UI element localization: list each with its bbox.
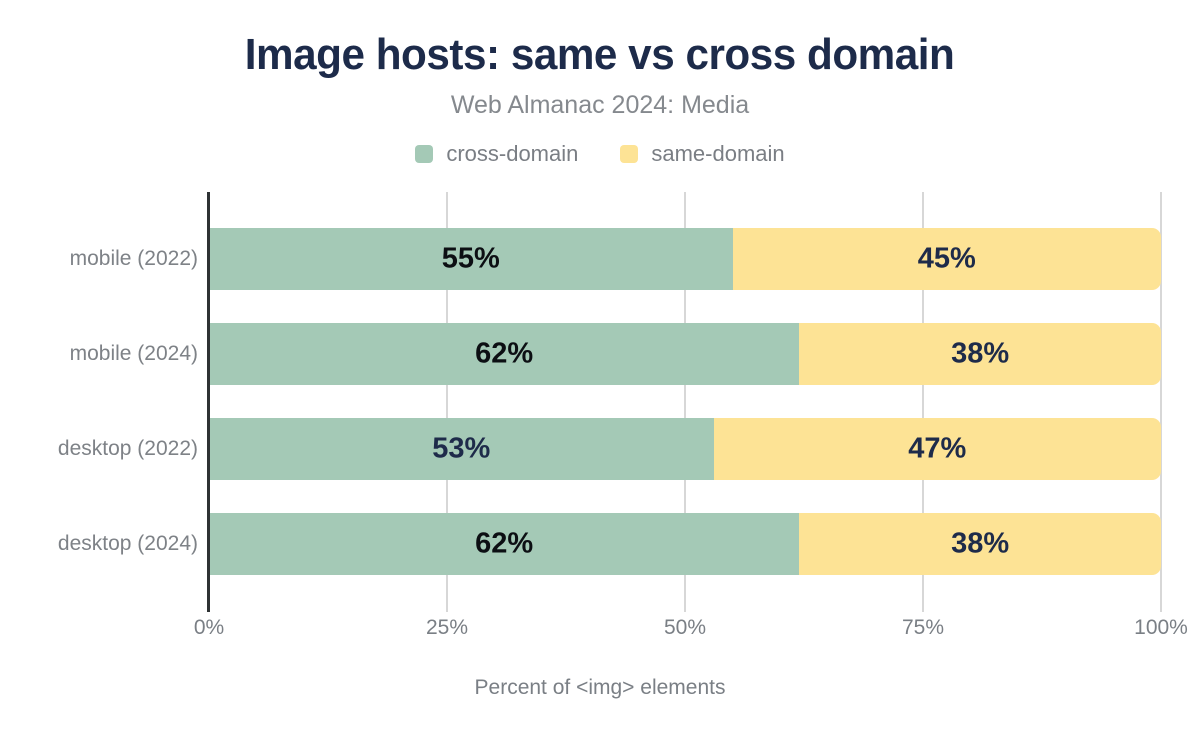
legend-item-cross-domain[interactable]: cross-domain xyxy=(415,141,578,167)
y-axis-line xyxy=(207,192,210,612)
category-label-desktop (2022): desktop (2022) xyxy=(57,437,198,460)
category-label-mobile (2022): mobile (2022) xyxy=(69,247,198,270)
plot-area: 55% 45% mobile (2022) 62% 38% mobile (2024) 53… xyxy=(58,192,1188,639)
x-tick-label-50%: 50% xyxy=(663,616,707,639)
bar-value-label: 38% xyxy=(951,527,1010,560)
legend-swatch-same-domain xyxy=(620,145,639,163)
bar-segment-cross-domain[interactable] xyxy=(209,323,800,385)
gridline-50 xyxy=(684,192,686,612)
x-tick-label-100%: 100% xyxy=(1134,616,1188,639)
bar-row-desktop (2022): 53% 47% xyxy=(209,418,1161,480)
x-axis-title: Percent of <img> elements xyxy=(474,676,726,699)
bar-segment-same-domain[interactable] xyxy=(799,513,1161,575)
bar-value-label: 38% xyxy=(951,337,1010,370)
bar-value-label: 62% xyxy=(475,527,534,560)
category-label-desktop (2024): desktop (2024) xyxy=(57,532,198,555)
legend-item-same-domain[interactable]: same-domain xyxy=(620,141,785,167)
bar-segment-same-domain[interactable] xyxy=(713,418,1161,480)
gridline-75 xyxy=(922,192,924,612)
legend-label: same-domain xyxy=(651,141,785,166)
gridline-100 xyxy=(1160,192,1162,612)
chart-subtitle: Web Almanac 2024: Media xyxy=(450,91,750,119)
bar-row-mobile (2022): 55% 45% xyxy=(209,228,1161,290)
bar-value-label: 47% xyxy=(908,432,967,465)
bar-segment-cross-domain[interactable] xyxy=(209,418,714,480)
x-tick-label-75%: 75% xyxy=(901,616,945,639)
gridline-25 xyxy=(446,192,448,612)
x-tick-label-0%: 0% xyxy=(193,616,225,639)
bar-row-mobile (2024): 62% 38% xyxy=(209,323,1161,385)
bar-value-label: 55% xyxy=(441,242,500,275)
legend-swatch-cross-domain xyxy=(415,145,434,163)
bar-segment-cross-domain[interactable] xyxy=(209,513,800,575)
legend: cross-domain same-domain xyxy=(0,141,1200,167)
bar-segment-same-domain[interactable] xyxy=(799,323,1161,385)
bar-segment-same-domain[interactable] xyxy=(732,228,1161,290)
bar-value-label: 45% xyxy=(917,242,976,275)
bar-row-desktop (2024): 62% 38% xyxy=(209,513,1161,575)
x-tick-label-25%: 25% xyxy=(425,616,469,639)
bar-segment-cross-domain[interactable] xyxy=(209,228,733,290)
bar-value-label: 62% xyxy=(475,337,534,370)
chart-title-text: Image hosts: same vs cross domain xyxy=(245,30,955,79)
legend-label: cross-domain xyxy=(446,141,579,166)
chart-title: Image hosts: same vs cross domain xyxy=(0,30,1200,80)
category-label-mobile (2024): mobile (2024) xyxy=(69,342,198,365)
bar-value-label: 53% xyxy=(432,432,491,465)
